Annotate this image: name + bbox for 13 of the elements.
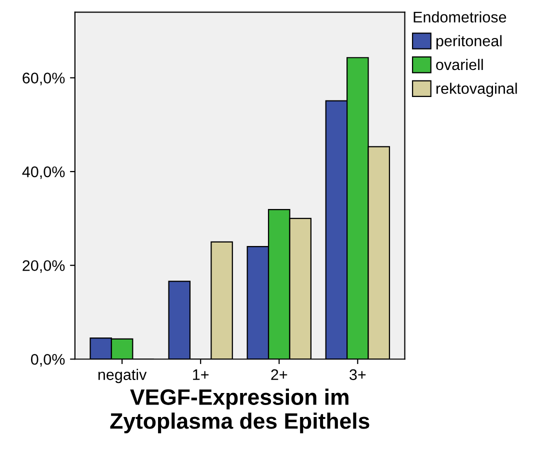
y-tick-label: 0,0% [30,354,65,367]
x-tick-label: 2+ [271,369,288,380]
legend-label: peritoneal [436,35,502,50]
y-tick-label: 60,0% [22,72,65,86]
legend-label: ovariell [436,58,483,70]
y-tick-label: 20,0% [22,260,65,273]
y-tick-label: 40,0% [22,166,65,180]
legend-label: rektovaginal [436,82,517,97]
x-tick-label: 3+ [350,369,366,380]
legend-title: Endometriose [414,11,506,23]
x-tick-label: 1+ [193,369,209,380]
x-tick-label: negativ [98,368,147,384]
x-axis-title: VEGF-Expression im Zytoplasma des Epithels [110,388,370,434]
